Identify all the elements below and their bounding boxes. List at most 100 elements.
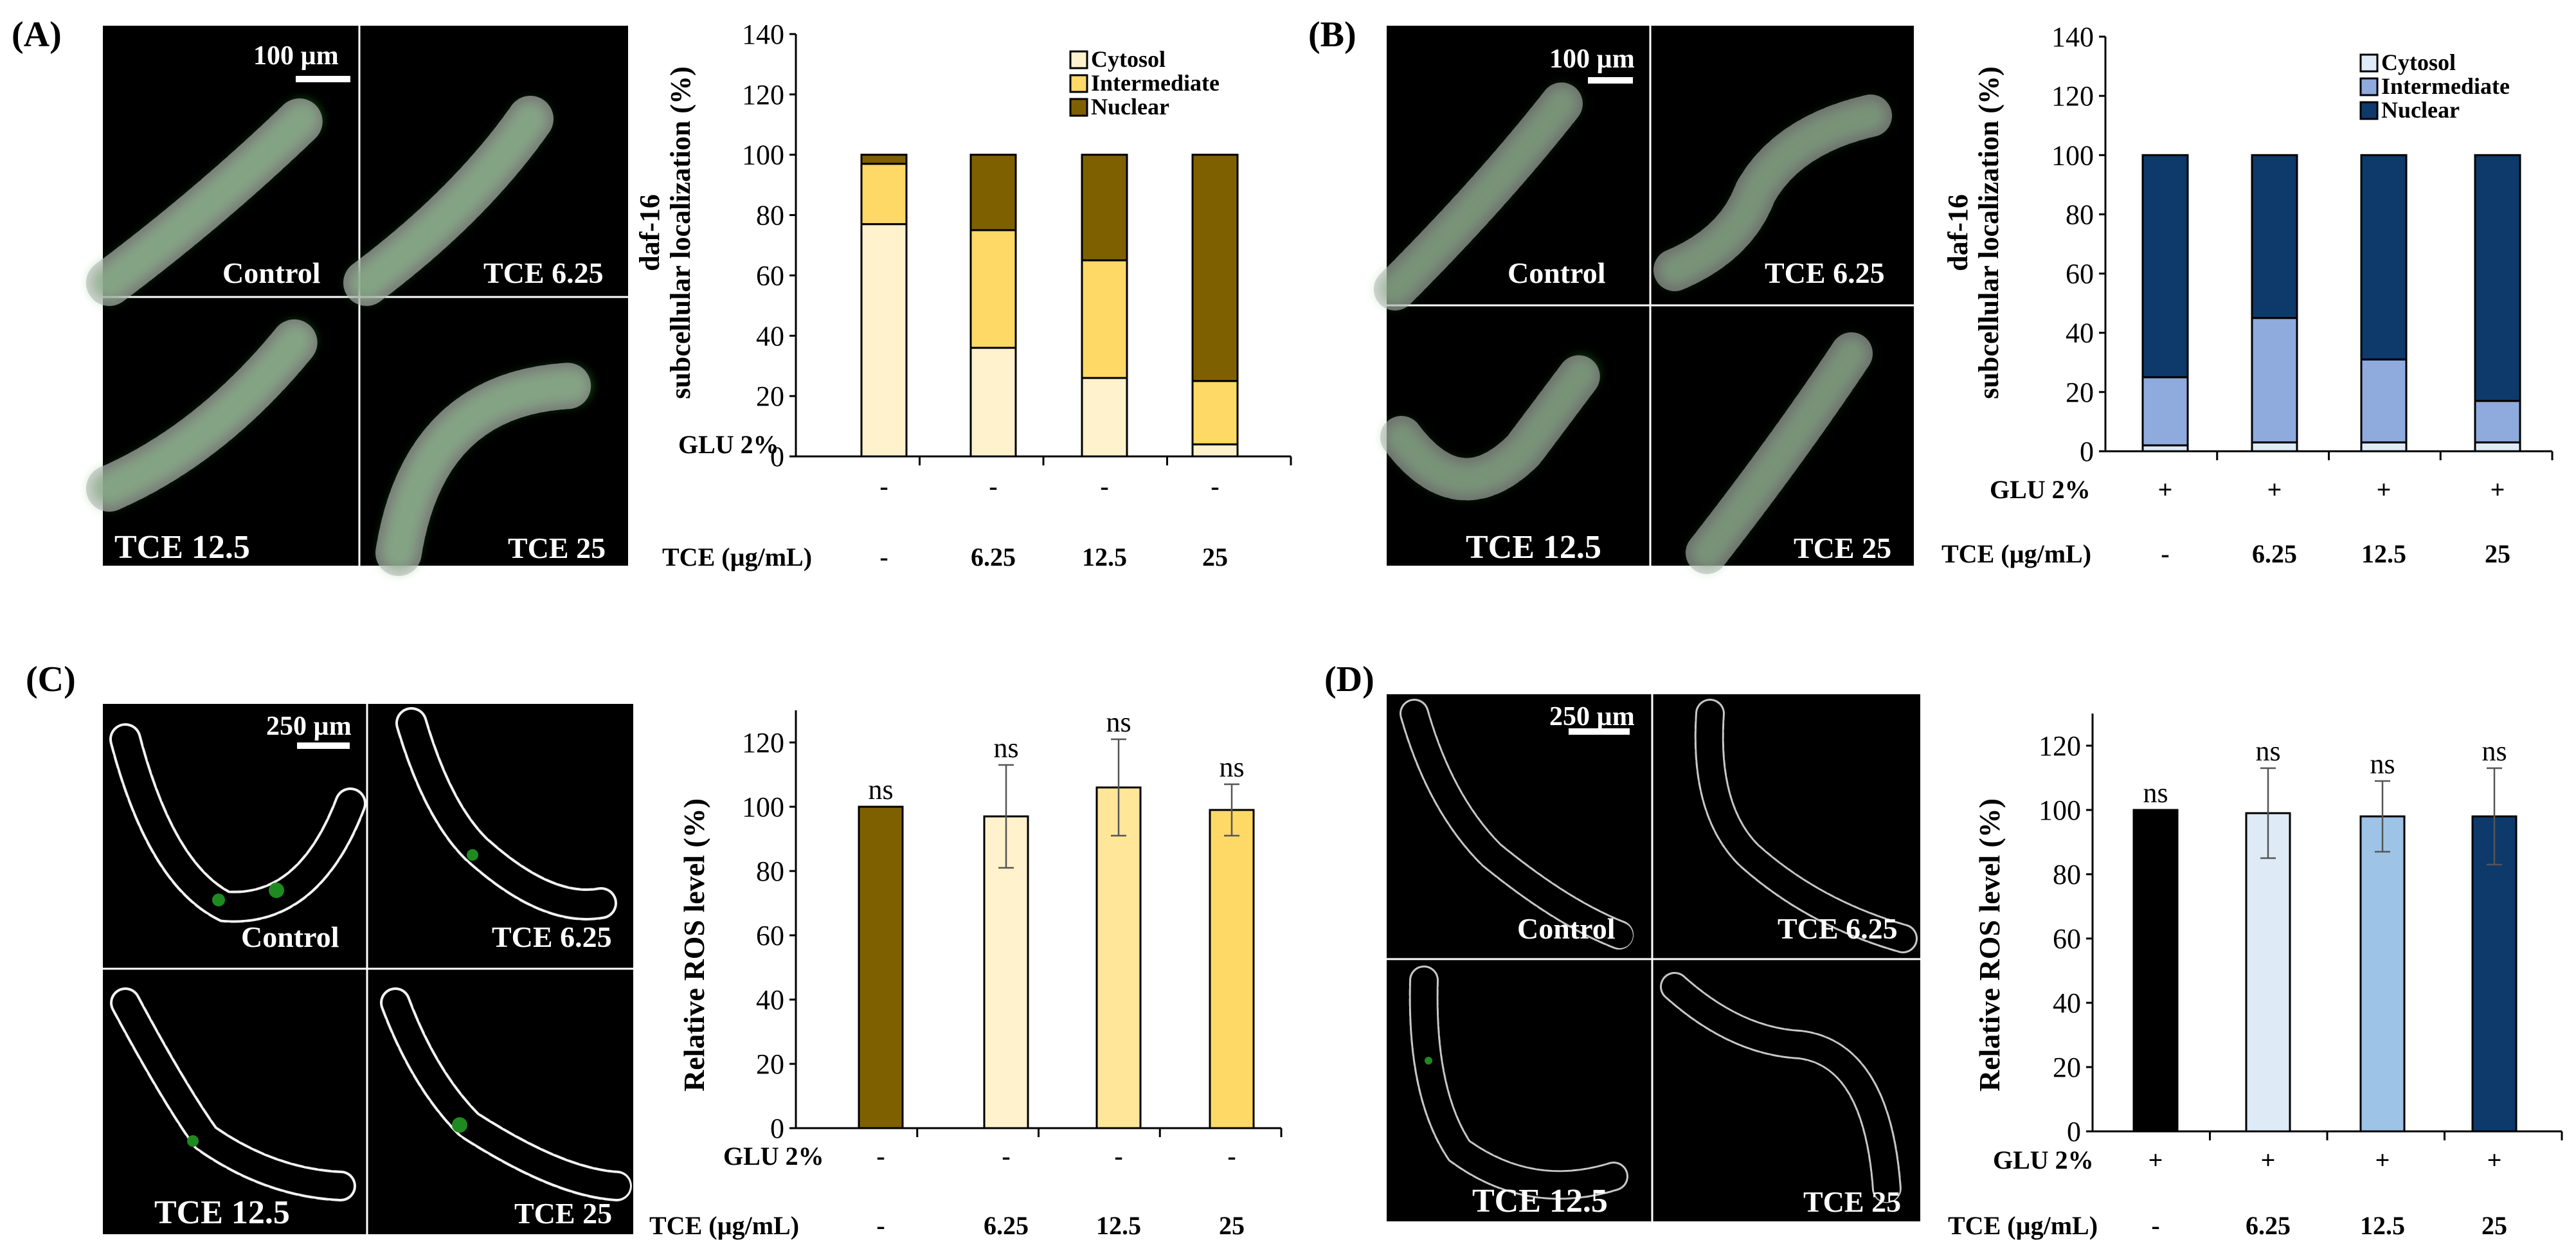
legend: Cytosol Intermediate Nuclear — [1069, 46, 1220, 120]
micrograph-caption: TCE 25 — [1794, 532, 1891, 564]
y-tick-label: 100 — [2039, 795, 2081, 826]
bar-segment-nuclear — [2360, 154, 2408, 361]
bar-segment-cytosol — [2474, 441, 2521, 453]
micrograph-caption: TCE 25 — [1803, 1185, 1901, 1218]
significance-label: ns — [2481, 735, 2507, 767]
y-tick-label: 0 — [770, 441, 784, 472]
y-tick-label: 120 — [2039, 730, 2081, 762]
bar-segment-nuclear — [969, 154, 1017, 231]
glu-value: + — [2487, 1146, 2502, 1174]
legend-swatch-cytosol — [1069, 50, 1088, 69]
micrograph-caption: TCE 6.25 — [492, 921, 612, 953]
y-axis-title: subcellular localization (%) — [1973, 66, 2004, 399]
legend-label: Nuclear — [2381, 97, 2460, 123]
y-tick-label: 20 — [2066, 377, 2094, 408]
legend-label: Intermediate — [2381, 73, 2510, 99]
bar-segment-nuclear — [2474, 154, 2521, 402]
y-axis-title: Relative ROS level (%) — [678, 798, 710, 1092]
legend-swatch-cytosol — [2359, 53, 2379, 73]
legend-label: Nuclear — [1091, 94, 1169, 120]
legend-label: Cytosol — [1091, 46, 1166, 72]
tce-row-label: TCE (µg/mL) — [649, 1211, 799, 1240]
legend-label: Cytosol — [2381, 49, 2456, 75]
significance-label: ns — [1219, 751, 1244, 783]
bar-segment-cytosol — [969, 346, 1017, 458]
bar-segment-nuclear — [1081, 154, 1128, 262]
y-tick-label: 120 — [2051, 80, 2094, 112]
scale-bar-label: 250 µm — [1549, 702, 1635, 732]
glu-value: - — [1227, 1142, 1236, 1171]
glu-value: + — [2261, 1146, 2276, 1174]
tce-value: - — [876, 1211, 885, 1240]
y-tick-label: 0 — [2067, 1116, 2081, 1147]
tce-value: 6.25 — [984, 1211, 1029, 1240]
y-tick-label: 140 — [2051, 21, 2094, 53]
chart-c: 0 20 40 60 80 100 120 ns ns ns ns - - - - - 6.25 12.5 25… — [649, 706, 1283, 1240]
glu-value: + — [2377, 475, 2391, 504]
significance-label: ns — [2255, 735, 2280, 767]
y-tick-label: 80 — [756, 856, 784, 887]
glu-row-label: GLU 2% — [1993, 1146, 2094, 1174]
significance-label: ns — [993, 732, 1018, 764]
bar — [2245, 812, 2291, 1133]
y-tick-label: 40 — [756, 320, 784, 352]
micrograph-caption: Control — [1508, 256, 1606, 289]
y-tick-label: 80 — [2053, 859, 2081, 890]
y-tick-label: 60 — [756, 260, 784, 291]
bar-segment-intermediate — [2251, 317, 2298, 444]
glu-value: - — [876, 1142, 885, 1171]
glu-row-label: GLU 2% — [678, 430, 779, 459]
significance-label: ns — [868, 774, 893, 805]
bar-segment-intermediate — [1081, 259, 1128, 379]
bar-segment-intermediate — [1191, 380, 1239, 445]
y-tick-label: 100 — [742, 791, 784, 823]
tce-value: 12.5 — [1096, 1211, 1141, 1240]
bar — [2359, 815, 2406, 1133]
tce-value: 12.5 — [2360, 1211, 2405, 1240]
tce-value: 6.25 — [2246, 1211, 2291, 1240]
scale-bar — [297, 742, 350, 749]
bar — [2471, 815, 2517, 1133]
y-tick-label: 60 — [2066, 258, 2094, 290]
y-tick-label: 20 — [756, 381, 784, 412]
micrograph-a: 100 µm Control TCE 6.25 TCE 12.5 TCE 25 — [86, 26, 628, 576]
y-axis-title: daf-16 — [634, 194, 665, 271]
micrograph-b: 100 µm Control TCE 6.25 TCE 12.5 TCE 25 — [1374, 26, 1914, 574]
significance-label: ns — [2370, 748, 2395, 780]
chart-a: 0 20 40 60 80 100 120 140 - - - - - 6.25 12.5 25 daf-1… — [634, 19, 1292, 571]
bar-segment-cytosol — [2251, 441, 2298, 453]
significance-label: ns — [1106, 706, 1131, 738]
micrograph-caption: TCE 12.5 — [1466, 529, 1601, 566]
glu-value: - — [879, 472, 888, 501]
bar-segment-intermediate — [2474, 400, 2521, 444]
scale-bar — [1569, 728, 1630, 735]
legend: Cytosol Intermediate Nuclear — [2359, 49, 2510, 123]
tce-row-label: TCE (µg/mL) — [1948, 1211, 2098, 1240]
y-tick-label: 40 — [756, 984, 784, 1016]
glu-value: - — [1114, 1142, 1122, 1171]
micrograph-caption: TCE 6.25 — [1765, 256, 1885, 289]
y-tick-label: 80 — [2066, 199, 2094, 230]
y-axis-title: daf-16 — [1942, 194, 1974, 271]
y-tick-label: 0 — [2080, 436, 2094, 467]
scale-bar-label: 100 µm — [253, 41, 339, 71]
legend-swatch-nuclear — [2359, 101, 2379, 120]
scale-bar — [1588, 77, 1633, 84]
y-tick-label: 120 — [742, 727, 784, 759]
bar-segment-cytosol — [1191, 443, 1239, 458]
legend-swatch-nuclear — [1069, 98, 1088, 117]
y-axis-title: Relative ROS level (%) — [1973, 798, 2006, 1092]
glu-value: + — [2158, 475, 2173, 504]
micrograph-c: 250 µm Control TCE 6.25 TCE 12.5 TCE 25 — [103, 704, 633, 1234]
y-tick-label: 100 — [742, 139, 784, 171]
tce-row-label: TCE (µg/mL) — [662, 543, 812, 571]
tce-value: 6.25 — [2252, 539, 2297, 568]
scale-bar-label: 100 µm — [1549, 44, 1635, 74]
bar-segment-nuclear — [2251, 154, 2298, 319]
bar-segment-cytosol — [2360, 441, 2408, 453]
micrograph-d: 250 µm Control TCE 6.25 TCE 12.5 TCE 25 — [1387, 694, 1920, 1221]
chart-b: 0 20 40 60 80 100 120 140 + + + + - 6.25 12.5 25 daf-1… — [1941, 21, 2553, 568]
panel-label-b: (B) — [1308, 15, 1356, 55]
chart-d: 0 20 40 60 80 100 120 ns ns ns ns + + + + - 6.25 12.5 25… — [1948, 714, 2563, 1240]
